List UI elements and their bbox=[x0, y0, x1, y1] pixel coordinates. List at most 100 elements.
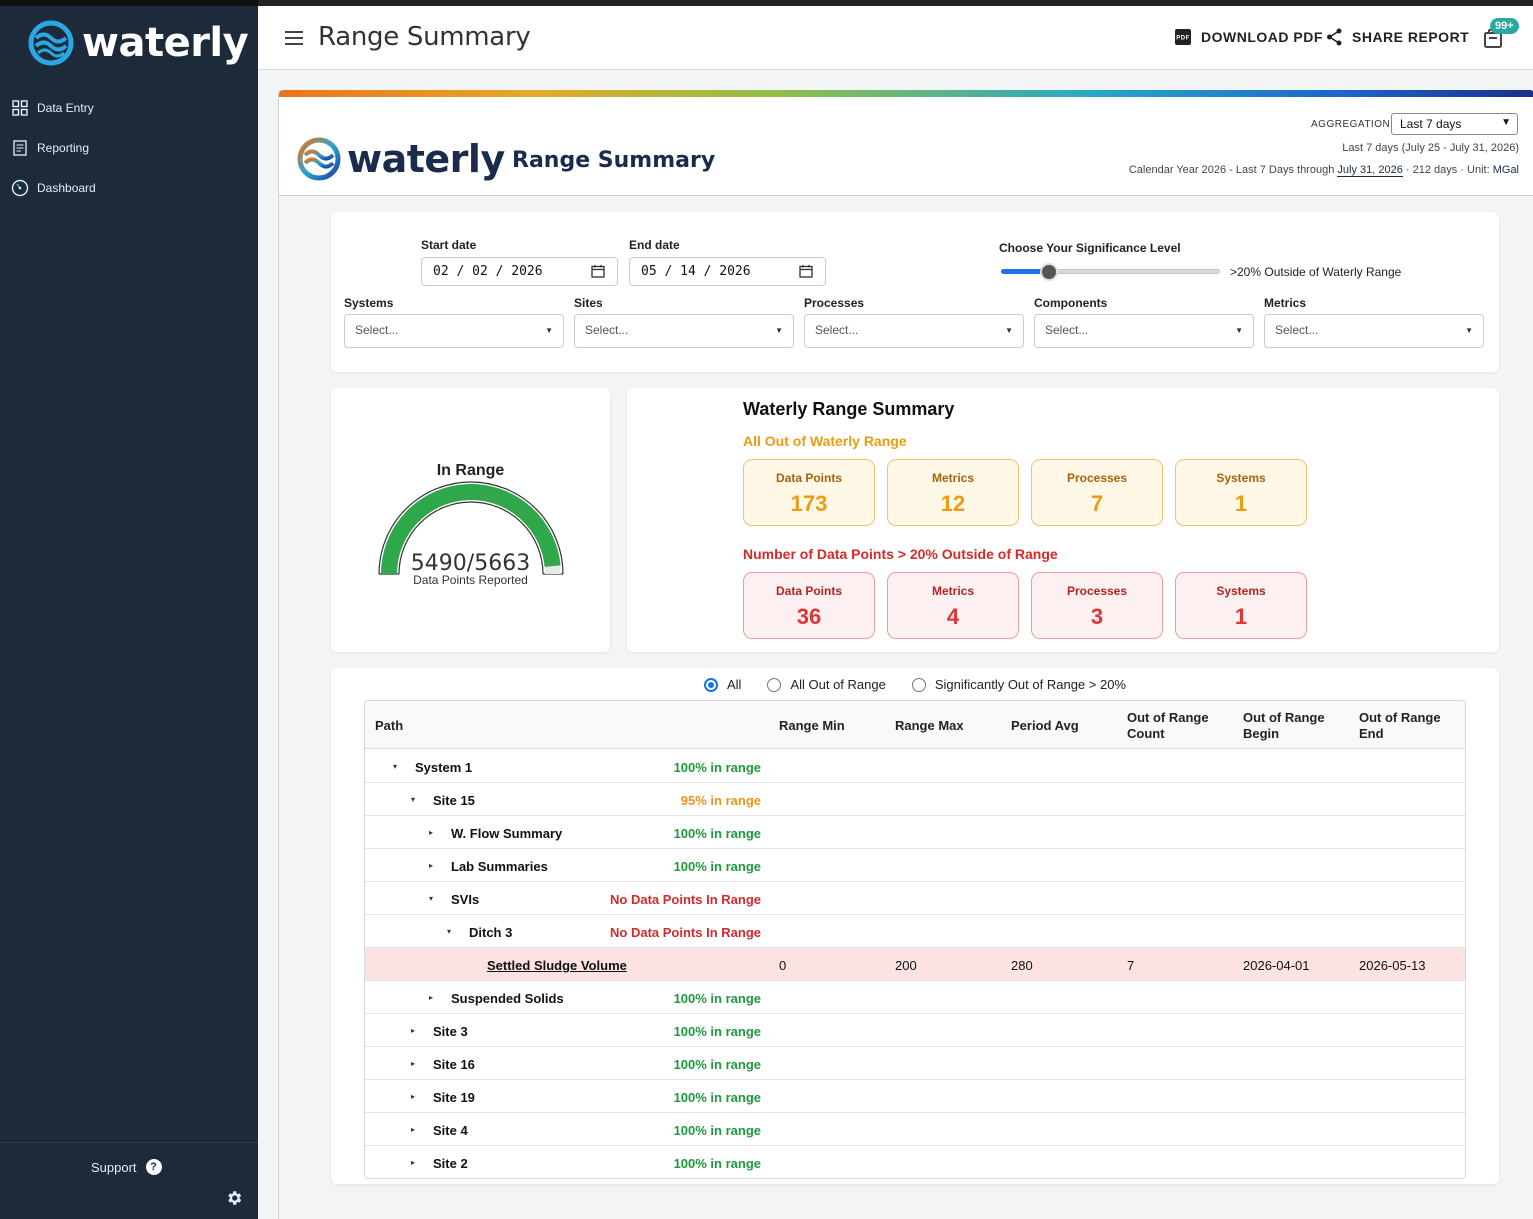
column-header-range-max[interactable]: Range Max bbox=[895, 718, 964, 733]
sites-label: Sites bbox=[574, 296, 603, 310]
waterly-logo-icon bbox=[28, 20, 74, 66]
significance-slider-thumb[interactable] bbox=[1040, 263, 1059, 281]
column-header-path[interactable]: Path bbox=[375, 718, 404, 733]
cell-oor-begin: 2026-04-01 bbox=[1243, 958, 1310, 973]
pdf-icon: PDF bbox=[1175, 29, 1191, 45]
sites-select[interactable]: Select... ▼ bbox=[574, 314, 794, 348]
chevron-down-icon: ▼ bbox=[545, 326, 553, 335]
table-row[interactable]: ▸ Site 4 100% in range bbox=[365, 1113, 1465, 1146]
aggregation-label: AGGREGATION bbox=[1311, 119, 1391, 130]
radio-dot[interactable] bbox=[704, 677, 718, 692]
table-row[interactable]: ▸ Site 19 100% in range bbox=[365, 1080, 1465, 1113]
range-status: 100% in range bbox=[673, 859, 761, 874]
sidebar-item-data-entry[interactable]: Data Entry bbox=[0, 88, 258, 128]
caret-right-icon[interactable]: ▸ bbox=[411, 1026, 416, 1035]
range-status: 100% in range bbox=[673, 760, 761, 775]
range-summary-card: Waterly Range Summary All Out of Waterly… bbox=[627, 388, 1499, 652]
tree-node-label: Lab Summaries bbox=[451, 859, 548, 874]
out-data-points-stat: Data Points 173 bbox=[743, 459, 875, 526]
in-range-gauge-card: In Range 5490/5663 Data Points Reported bbox=[331, 388, 610, 652]
calendar-icon[interactable] bbox=[591, 264, 605, 278]
share-report-button[interactable]: SHARE REPORT bbox=[1326, 28, 1469, 46]
report-period-detail: Calendar Year 2026 - Last 7 Days through… bbox=[1129, 164, 1519, 177]
processes-select[interactable]: Select... ▼ bbox=[804, 314, 1024, 348]
table-row[interactable]: ▸ Site 2 100% in range bbox=[365, 1146, 1465, 1178]
out-of-range-heading: All Out of Waterly Range bbox=[743, 433, 907, 449]
caret-down-icon[interactable]: ▾ bbox=[393, 762, 398, 771]
caret-right-icon[interactable]: ▸ bbox=[411, 1059, 416, 1068]
gear-icon[interactable] bbox=[225, 1189, 243, 1207]
column-header-range-min[interactable]: Range Min bbox=[779, 718, 845, 733]
caret-down-icon[interactable]: ▾ bbox=[429, 894, 434, 903]
systems-select[interactable]: Select... ▼ bbox=[344, 314, 564, 348]
table-row[interactable]: ▾ Ditch 3 No Data Points In Range bbox=[365, 915, 1465, 948]
gauge-icon bbox=[10, 178, 30, 198]
start-date-value: 02 / 02 / 2026 bbox=[433, 264, 543, 279]
table-row[interactable]: ▸ Site 16 100% in range bbox=[365, 1047, 1465, 1080]
column-header-oor-count[interactable]: Out of Range Count bbox=[1127, 710, 1209, 741]
range-status: No Data Points In Range bbox=[610, 892, 761, 907]
tree-node-label: Site 4 bbox=[433, 1123, 468, 1138]
sidebar-item-dashboard[interactable]: Dashboard bbox=[0, 168, 258, 208]
table-row[interactable]: ▸ Lab Summaries 100% in range bbox=[365, 849, 1465, 882]
report-title: Range Summary bbox=[512, 148, 716, 173]
table-row-metric[interactable]: Settled Sludge Volume 0 200 280 7 2026-04-01 2… bbox=[365, 948, 1465, 981]
sig-processes-stat: Processes 3 bbox=[1031, 572, 1163, 639]
filter-all-radio[interactable]: All bbox=[704, 677, 741, 692]
column-header-oor-end[interactable]: Out of Range End bbox=[1359, 710, 1441, 741]
radio-dot[interactable] bbox=[767, 677, 782, 692]
caret-right-icon[interactable]: ▸ bbox=[429, 993, 434, 1002]
stat-label: Systems bbox=[1216, 584, 1266, 598]
caret-down-icon[interactable]: ▾ bbox=[447, 927, 452, 936]
sig-metrics-stat: Metrics 4 bbox=[887, 572, 1019, 639]
menu-icon[interactable] bbox=[285, 31, 303, 45]
end-date-input[interactable]: 05 / 14 / 2026 bbox=[629, 257, 826, 286]
stat-value: 4 bbox=[946, 604, 960, 629]
detail-days: · 212 days · Unit: bbox=[1405, 164, 1490, 176]
start-date-input[interactable]: 02 / 02 / 2026 bbox=[421, 257, 618, 286]
gauge-fill-arc bbox=[381, 484, 561, 575]
tree-node-label: Site 3 bbox=[433, 1024, 468, 1039]
out-systems-stat: Systems 1 bbox=[1175, 459, 1307, 526]
table-row[interactable]: ▾ System 1 100% in range bbox=[365, 750, 1465, 783]
cell-range-max: 200 bbox=[895, 958, 917, 973]
components-select[interactable]: Select... ▼ bbox=[1034, 314, 1254, 348]
calendar-icon[interactable] bbox=[799, 264, 813, 278]
report-gradient-bar bbox=[279, 90, 1533, 97]
stat-value: 1 bbox=[1234, 491, 1248, 516]
sidebar-item-reporting[interactable]: Reporting bbox=[0, 128, 258, 168]
aggregation-select[interactable]: Last 7 days ▼ bbox=[1391, 113, 1518, 135]
column-header-oor-begin[interactable]: Out of Range Begin bbox=[1243, 710, 1325, 741]
share-report-label: SHARE REPORT bbox=[1352, 29, 1470, 45]
table-row[interactable]: ▸ Suspended Solids 100% in range bbox=[365, 981, 1465, 1014]
caret-right-icon[interactable]: ▸ bbox=[429, 861, 434, 870]
sidebar-brand-name: waterly bbox=[82, 20, 249, 66]
filter-out-of-range-radio[interactable]: All Out of Range bbox=[767, 677, 886, 692]
out-processes-stat: Processes 7 bbox=[1031, 459, 1163, 526]
stat-label: Data Points bbox=[775, 471, 842, 485]
end-date-value: 05 / 14 / 2026 bbox=[641, 264, 751, 279]
column-header-period-avg[interactable]: Period Avg bbox=[1011, 718, 1079, 733]
download-pdf-button[interactable]: PDF DOWNLOAD PDF bbox=[1174, 28, 1323, 46]
sidebar-footer: Support ? bbox=[0, 1142, 258, 1219]
sidebar-logo[interactable]: waterly bbox=[28, 20, 249, 66]
caret-right-icon[interactable]: ▸ bbox=[411, 1092, 416, 1101]
support-link[interactable]: Support ? bbox=[91, 1159, 162, 1175]
caret-down-icon[interactable]: ▾ bbox=[411, 795, 416, 804]
cell-period-avg: 280 bbox=[1011, 958, 1033, 973]
table-row[interactable]: ▸ Site 3 100% in range bbox=[365, 1014, 1465, 1047]
chevron-down-icon: ▼ bbox=[1465, 326, 1473, 335]
caret-right-icon[interactable]: ▸ bbox=[411, 1158, 416, 1167]
page-title: Range Summary bbox=[318, 22, 531, 52]
table-row[interactable]: ▸ W. Flow Summary 100% in range bbox=[365, 816, 1465, 849]
metrics-select[interactable]: Select... ▼ bbox=[1264, 314, 1484, 348]
caret-right-icon[interactable]: ▸ bbox=[411, 1125, 416, 1134]
table-row[interactable]: ▾ Site 15 95% in range bbox=[365, 783, 1465, 816]
filter-significant-radio[interactable]: Significantly Out of Range > 20% bbox=[911, 677, 1126, 692]
table-row[interactable]: ▾ SVIs No Data Points In Range bbox=[365, 882, 1465, 915]
metric-link[interactable]: Settled Sludge Volume bbox=[487, 958, 627, 973]
caret-right-icon[interactable]: ▸ bbox=[429, 828, 434, 837]
report-header: waterly Range Summary AGGREGATION Last 7… bbox=[279, 97, 1533, 196]
radio-dot[interactable] bbox=[911, 677, 926, 692]
tree-node-label: W. Flow Summary bbox=[451, 826, 563, 841]
